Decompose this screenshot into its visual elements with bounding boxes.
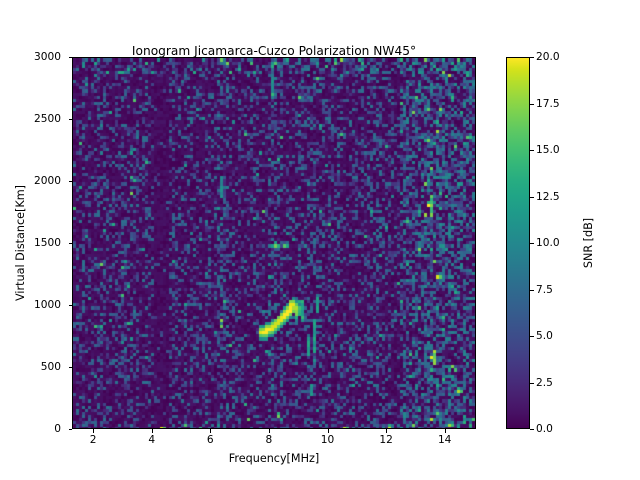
colorbar-gradient [506, 57, 530, 429]
xtick-label: 6 [206, 434, 214, 446]
xtick-mark [268, 429, 270, 433]
colorbar-label: SNR [dB] [582, 217, 595, 269]
xtick-mark [210, 429, 212, 433]
colorbar-tick-label: 2.5 [536, 376, 553, 389]
ytick-mark [68, 367, 72, 368]
colorbar-tick-label: 20.0 [536, 51, 560, 63]
xtick-label: 10 [320, 434, 335, 446]
xtick-label: 12 [379, 434, 393, 446]
ytick-mark [68, 57, 72, 58]
xtick-mark [151, 429, 153, 433]
xtick-label: 4 [148, 434, 156, 446]
colorbar-tick-label: 7.5 [536, 283, 553, 296]
colorbar-tick-mark [530, 196, 534, 198]
colorbar-tick-mark [530, 289, 534, 291]
ytick-label: 1000 [34, 299, 61, 311]
colorbar-tick-mark [530, 57, 534, 58]
colorbar-tick-label: 10.0 [536, 237, 560, 249]
colorbar-tick-label: 12.5 [536, 190, 560, 203]
ytick-label: 2500 [34, 113, 61, 125]
ytick-mark [68, 181, 72, 182]
chart-title-line-1: Ionogram Jicamarca-Cuzco Polarization NW… [131, 44, 417, 58]
ytick-label: 3000 [34, 51, 61, 63]
xtick-mark [327, 429, 329, 433]
ytick-label: 1500 [34, 237, 61, 249]
ytick-mark [68, 305, 72, 306]
ytick-label: 2000 [34, 175, 61, 187]
colorbar-tick-mark [530, 243, 534, 244]
colorbar-tick-label: 17.5 [536, 97, 560, 110]
colorbar-tick-mark [530, 429, 534, 430]
xtick-mark [93, 429, 95, 433]
xtick-mark [444, 429, 446, 433]
y-axis-label: Virtual Distance[Km] [14, 185, 27, 301]
colorbar-tick-label: 0.0 [536, 423, 553, 435]
ytick-mark [68, 243, 72, 244]
colorbar-tick-mark [530, 103, 534, 105]
xtick-label: 14 [437, 434, 452, 446]
colorbar-tick-mark [530, 150, 534, 151]
colorbar-tick-mark [530, 336, 534, 337]
ionogram-plot-area [72, 57, 476, 429]
xtick-label: 2 [89, 434, 97, 446]
ionogram-heatmap [73, 58, 475, 428]
colorbar-tick-label: 5.0 [536, 330, 553, 342]
ytick-label: 0 [54, 423, 61, 435]
colorbar [506, 57, 530, 429]
ytick-mark [68, 429, 72, 430]
x-axis-label: Frequency[MHz] [228, 452, 320, 465]
colorbar-tick-label: 15.0 [536, 144, 560, 156]
colorbar-tick-mark [530, 382, 534, 384]
ytick-mark [68, 119, 72, 120]
xtick-label: 8 [265, 434, 273, 446]
xtick-mark [386, 429, 388, 433]
ytick-label: 500 [40, 361, 61, 373]
